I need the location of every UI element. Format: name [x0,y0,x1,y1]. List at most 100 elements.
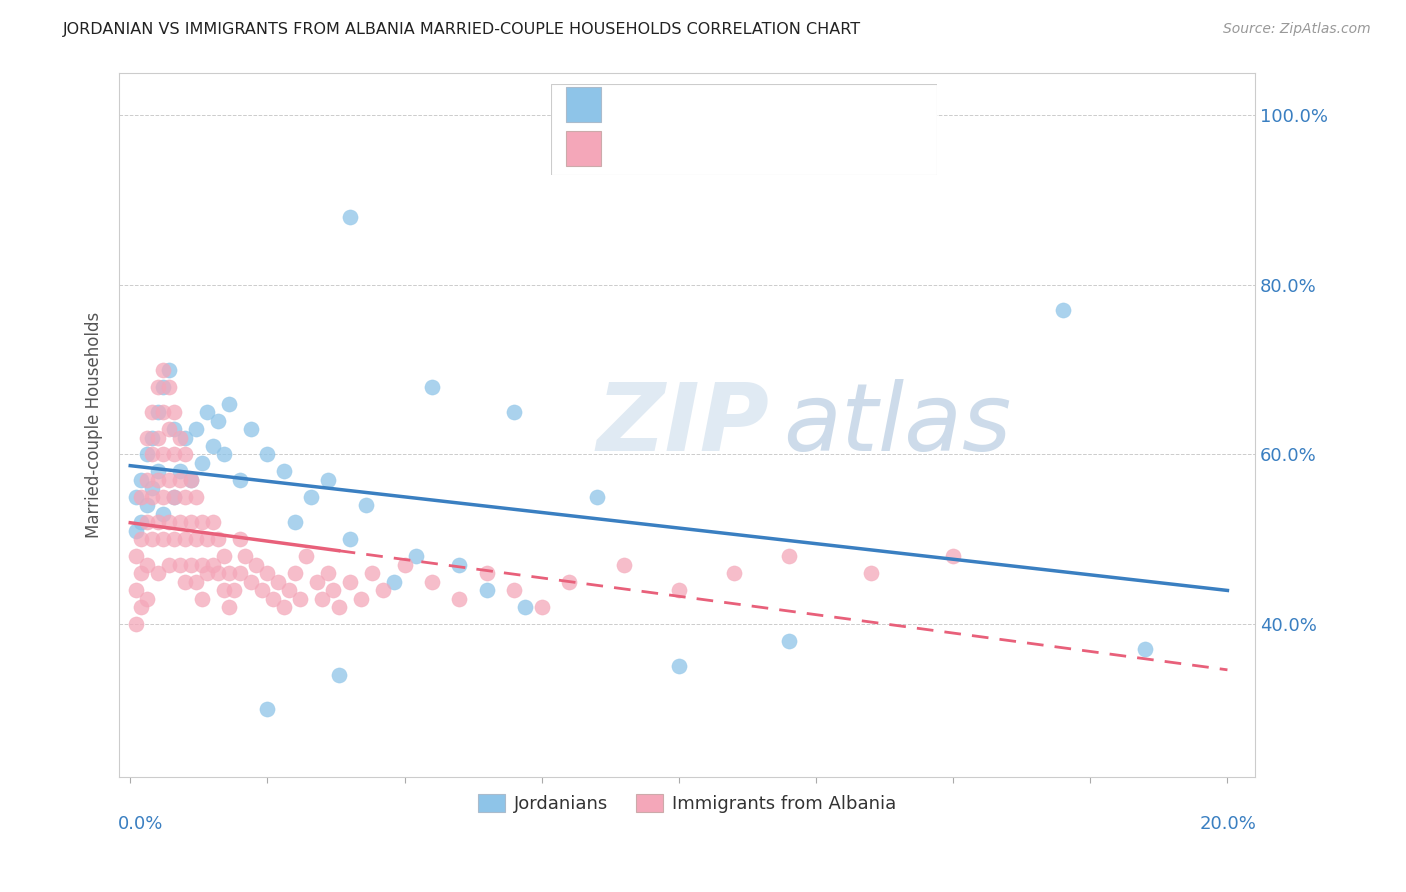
Point [1052,303,1074,318]
Point [146,379,169,393]
Point [163,422,186,436]
Point [135,430,157,444]
Point [668,583,690,598]
Point [152,507,174,521]
Point [515,600,537,615]
Point [449,558,471,572]
Point [316,473,339,487]
Point [129,490,152,504]
Point [294,549,316,564]
Point [125,549,148,564]
Text: ZIP: ZIP [596,379,769,471]
Point [256,447,278,461]
Point [212,447,235,461]
Point [190,516,212,530]
Point [141,533,163,547]
Point [163,447,186,461]
Point [778,549,800,564]
Point [207,413,229,427]
Point [125,583,148,598]
Point [207,566,229,581]
Point [778,634,800,648]
Point [157,558,180,572]
Point [229,566,252,581]
Point [125,617,148,632]
Point [163,490,186,504]
Point [350,591,373,606]
Point [305,574,328,589]
Point [360,566,382,581]
Point [290,591,312,606]
Point [558,574,581,589]
Point [273,465,295,479]
Point [180,516,202,530]
Point [262,591,284,606]
Point [195,566,218,581]
Point [157,362,180,376]
Point [503,405,526,419]
Point [174,574,197,589]
Point [207,533,229,547]
Point [339,533,361,547]
Point [339,574,361,589]
Point [180,473,202,487]
Point [475,566,498,581]
Point [278,583,301,598]
Point [129,533,152,547]
Point [224,583,246,598]
Point [405,549,427,564]
Point [184,422,207,436]
Point [169,430,191,444]
Point [218,396,240,410]
Point [184,574,207,589]
Text: 20.0%: 20.0% [1199,815,1256,833]
Point [146,465,169,479]
Point [613,558,636,572]
Point [141,447,163,461]
Point [1133,642,1156,657]
Point [218,566,240,581]
Point [141,490,163,504]
Point [235,549,257,564]
Point [475,583,498,598]
Point [163,490,186,504]
Point [284,516,307,530]
Point [174,430,197,444]
Legend: Jordanians, Immigrants from Albania: Jordanians, Immigrants from Albania [471,787,903,821]
Point [723,566,745,581]
Point [530,600,553,615]
Point [420,379,443,393]
Point [180,558,202,572]
Point [135,499,157,513]
Text: Source: ZipAtlas.com: Source: ZipAtlas.com [1223,22,1371,37]
Point [169,465,191,479]
Point [190,456,212,470]
Y-axis label: Married-couple Households: Married-couple Households [86,311,103,538]
Point [299,490,322,504]
Point [273,600,295,615]
Point [239,574,262,589]
Point [382,574,405,589]
Point [201,439,224,453]
Point [316,566,339,581]
Point [146,473,169,487]
Text: JORDANIAN VS IMMIGRANTS FROM ALBANIA MARRIED-COUPLE HOUSEHOLDS CORRELATION CHART: JORDANIAN VS IMMIGRANTS FROM ALBANIA MAR… [63,22,862,37]
Point [420,574,443,589]
Point [129,600,152,615]
Point [141,430,163,444]
Point [180,473,202,487]
Point [354,499,377,513]
Point [157,379,180,393]
Point [146,516,169,530]
Point [195,405,218,419]
Point [585,490,607,504]
Point [449,591,471,606]
Point [129,473,152,487]
Point [284,566,307,581]
Text: atlas: atlas [783,379,1012,470]
Point [152,362,174,376]
Point [311,591,333,606]
Point [229,473,252,487]
Point [201,516,224,530]
Point [201,558,224,572]
